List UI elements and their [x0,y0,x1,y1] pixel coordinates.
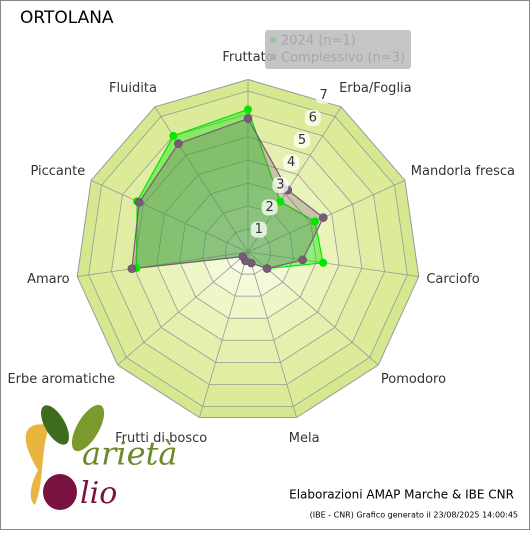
spoke [117,251,249,366]
footer-credit: Elaborazioni AMAP Marche & IBE CNR [289,488,514,502]
data-point [174,139,183,148]
r-tick-label: 6 [309,110,317,125]
tick-label-bg [293,132,310,149]
series-layer [127,105,328,273]
category-label: Piccante [30,164,85,179]
category-label: Erbe aromatiche [7,372,115,387]
category-label: Mela [289,431,320,446]
spoke [90,179,249,253]
data-point [298,255,307,265]
logo-text: lio [80,476,117,511]
data-point [244,105,252,114]
logo-olive [43,474,77,510]
logo-leaf [71,404,105,452]
data-point [262,264,272,273]
spoke [247,251,419,277]
category-label: Carciofo [426,272,479,287]
category-label: Mandorla fresca [411,164,515,179]
tick-label-bg [250,221,267,238]
radar-grid [76,78,420,419]
r-tick-label: 4 [287,155,295,170]
category-label: Erba/Foglia [339,81,412,96]
data-point [276,197,285,206]
tick-label-bg [283,154,300,171]
category-label: Pomodoro [381,372,446,387]
data-point [319,213,328,222]
r-tick-label: 5 [298,133,306,148]
tick-label-bg [304,109,321,126]
r-tick-label: 3 [276,177,284,192]
category-label: Fluidita [109,81,157,96]
spoke [247,251,297,418]
category-label: Amaro [27,272,70,287]
tick-label-bg [272,176,289,193]
data-point [238,252,248,261]
tick-label-bg [261,199,278,216]
data-point [127,264,137,273]
data-point [243,114,253,123]
r-tick-label: 1 [255,222,263,237]
chart-title: ORTOLANA [20,8,114,28]
data-point [134,198,144,207]
data-point [310,217,319,226]
label-layer: Fruttato Erba/Foglia Mandorla fresca Carcio… [7,34,515,446]
logo: arietà lio [25,404,177,511]
category-label: Frutti di bosco [115,431,207,446]
data-point [319,258,328,267]
spoke [199,251,249,418]
r-tick-label: 2 [265,200,273,215]
logo-text: arietà [82,435,177,473]
data-point [169,131,178,140]
legend-box [265,30,411,69]
spoke [154,106,249,253]
logo-shape [25,424,50,505]
spoke [77,251,249,277]
footer-generated: (IBE - CNR) Grafico generato il 23/08/20… [310,511,518,520]
tick-label-bg [315,87,332,104]
category-label: Fruttato [222,50,273,65]
r-tick-label: 7 [319,88,327,103]
logo-leaf [41,405,69,445]
